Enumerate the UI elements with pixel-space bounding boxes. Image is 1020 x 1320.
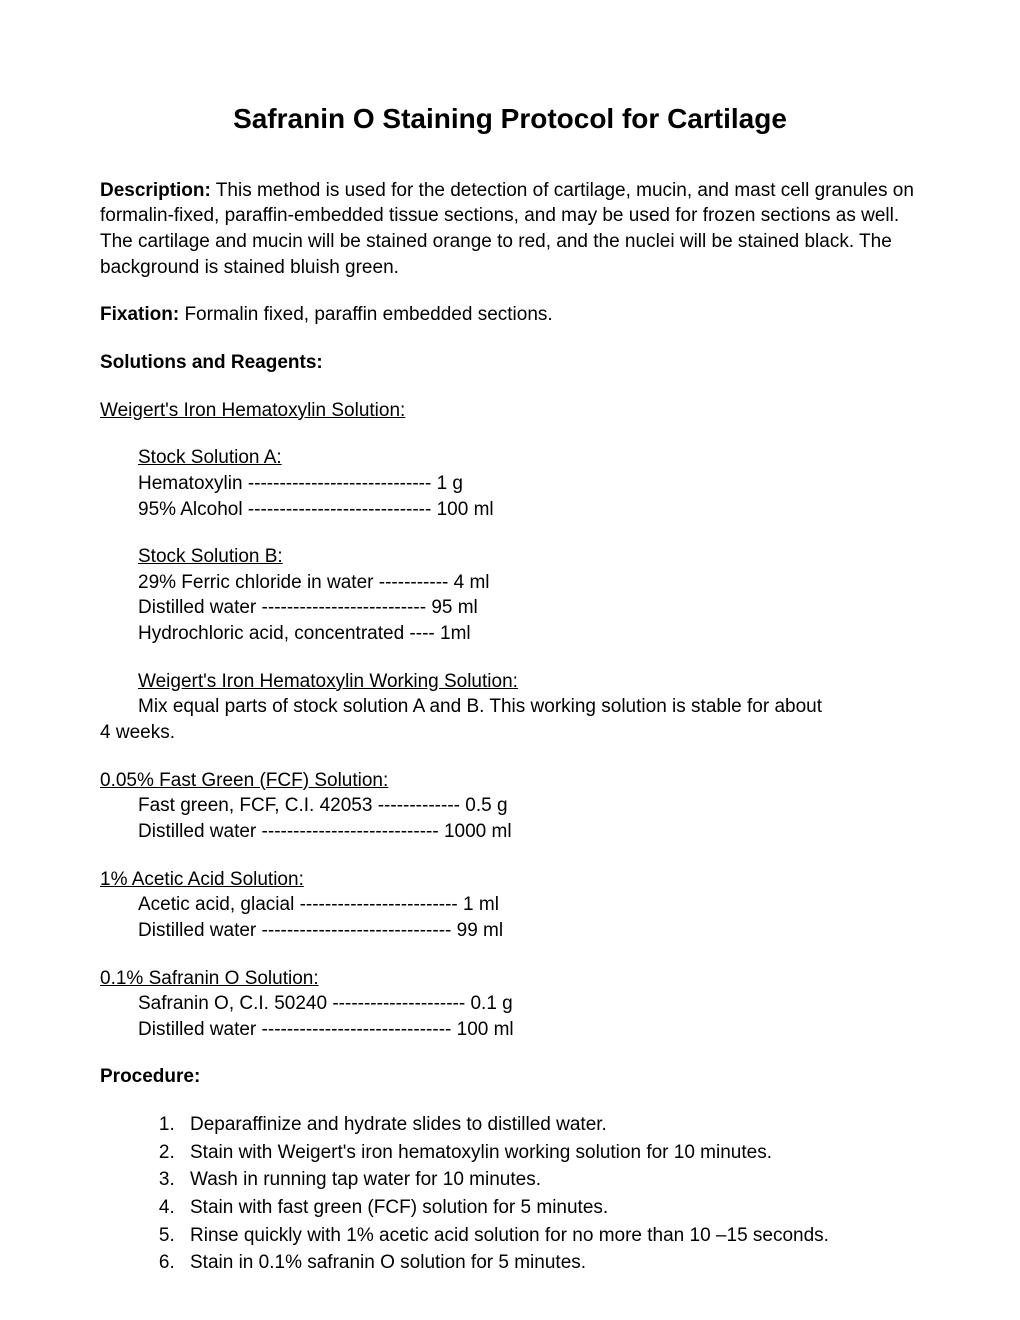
solutions-header-section: Solutions and Reagents:	[100, 350, 920, 376]
working-text-line: Mix equal parts of stock solution A and …	[138, 694, 920, 720]
procedure-step: Stain in 0.1% safranin O solution for 5 …	[180, 1250, 920, 1276]
stock-a-header: Stock Solution A:	[138, 445, 920, 471]
acetic-header: 1% Acetic Acid Solution:	[100, 867, 920, 893]
stock-b-header: Stock Solution B:	[138, 544, 920, 570]
weigert-header: Weigert's Iron Hematoxylin Solution:	[100, 400, 405, 421]
acetic-line: Acetic acid, glacial -------------------…	[138, 892, 920, 918]
procedure-step: Stain with Weigert's iron hematoxylin wo…	[180, 1140, 920, 1166]
fixation-label: Fixation:	[100, 304, 179, 325]
fastgreen-header: 0.05% Fast Green (FCF) Solution:	[100, 768, 920, 794]
acetic-line: Distilled water ------------------------…	[138, 918, 920, 944]
acetic-group: 1% Acetic Acid Solution: Acetic acid, gl…	[100, 867, 920, 944]
stock-b-group: Stock Solution B: 29% Ferric chloride in…	[138, 544, 920, 647]
procedure-header-section: Procedure:	[100, 1064, 920, 1090]
stock-b-line: 29% Ferric chloride in water -----------…	[138, 570, 920, 596]
procedure-step: Rinse quickly with 1% acetic acid soluti…	[180, 1223, 920, 1249]
fastgreen-line: Fast green, FCF, C.I. 42053 ------------…	[138, 793, 920, 819]
procedure-step: Wash in running tap water for 10 minutes…	[180, 1167, 920, 1193]
description-label: Description:	[100, 180, 211, 201]
procedure-list: Deparaffinize and hydrate slides to dist…	[170, 1112, 920, 1276]
fastgreen-group: 0.05% Fast Green (FCF) Solution: Fast gr…	[100, 768, 920, 845]
stock-a-line: 95% Alcohol ----------------------------…	[138, 497, 920, 523]
solutions-header: Solutions and Reagents:	[100, 352, 323, 373]
description-text: This method is used for the detection of…	[100, 180, 914, 278]
stock-b-line: Hydrochloric acid, concentrated ---- 1ml	[138, 621, 920, 647]
safranin-header: 0.1% Safranin O Solution:	[100, 966, 920, 992]
safranin-line: Safranin O, C.I. 50240 -----------------…	[138, 991, 920, 1017]
description-section: Description: This method is used for the…	[100, 178, 920, 281]
page-title: Safranin O Staining Protocol for Cartila…	[100, 100, 920, 138]
safranin-group: 0.1% Safranin O Solution: Safranin O, C.…	[100, 966, 920, 1043]
stock-b-line: Distilled water ------------------------…	[138, 595, 920, 621]
procedure-step: Deparaffinize and hydrate slides to dist…	[180, 1112, 920, 1138]
working-header: Weigert's Iron Hematoxylin Working Solut…	[138, 669, 920, 695]
safranin-line: Distilled water ------------------------…	[138, 1017, 920, 1043]
weigert-header-section: Weigert's Iron Hematoxylin Solution:	[100, 398, 920, 424]
working-solution-group: Weigert's Iron Hematoxylin Working Solut…	[100, 669, 920, 746]
working-text-line: 4 weeks.	[100, 720, 920, 746]
procedure-step: Stain with fast green (FCF) solution for…	[180, 1195, 920, 1221]
fixation-section: Fixation: Formalin fixed, paraffin embed…	[100, 302, 920, 328]
fastgreen-line: Distilled water ------------------------…	[138, 819, 920, 845]
procedure-label: Procedure:	[100, 1066, 200, 1087]
stock-a-line: Hematoxylin ----------------------------…	[138, 471, 920, 497]
stock-a-group: Stock Solution A: Hematoxylin ----------…	[138, 445, 920, 522]
fixation-text: Formalin fixed, paraffin embedded sectio…	[179, 304, 553, 325]
